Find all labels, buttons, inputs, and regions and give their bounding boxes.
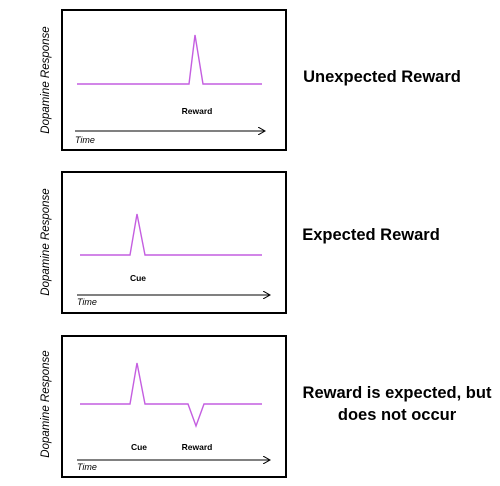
panel-title: Reward is expected, but [303, 384, 492, 402]
panel: Dopamine Response Cue Reward Time Reward… [40, 335, 492, 478]
trace [80, 362, 262, 429]
panel-title: Unexpected Reward [303, 68, 461, 86]
x-label: Time [77, 297, 97, 307]
x-label: Time [77, 462, 97, 472]
panel-title: does not occur [338, 406, 457, 424]
trace [77, 34, 262, 85]
panel-frame [61, 171, 287, 314]
panel: Dopamine Response Cue Time Expected Rewa… [40, 171, 440, 314]
event-label: Cue [131, 442, 147, 452]
x-label: Time [75, 135, 95, 145]
trace [80, 213, 262, 256]
panel-frame [61, 9, 287, 151]
panel: Dopamine Response Reward Time Unexpected… [40, 9, 461, 151]
panel-frame [61, 335, 287, 478]
panel-title: Expected Reward [302, 226, 440, 244]
y-label: Dopamine Response [40, 350, 52, 457]
event-label: Cue [130, 273, 146, 283]
y-label: Dopamine Response [40, 26, 52, 133]
y-label: Dopamine Response [40, 188, 52, 295]
event-label: Reward [182, 442, 213, 452]
event-label: Reward [182, 106, 213, 116]
